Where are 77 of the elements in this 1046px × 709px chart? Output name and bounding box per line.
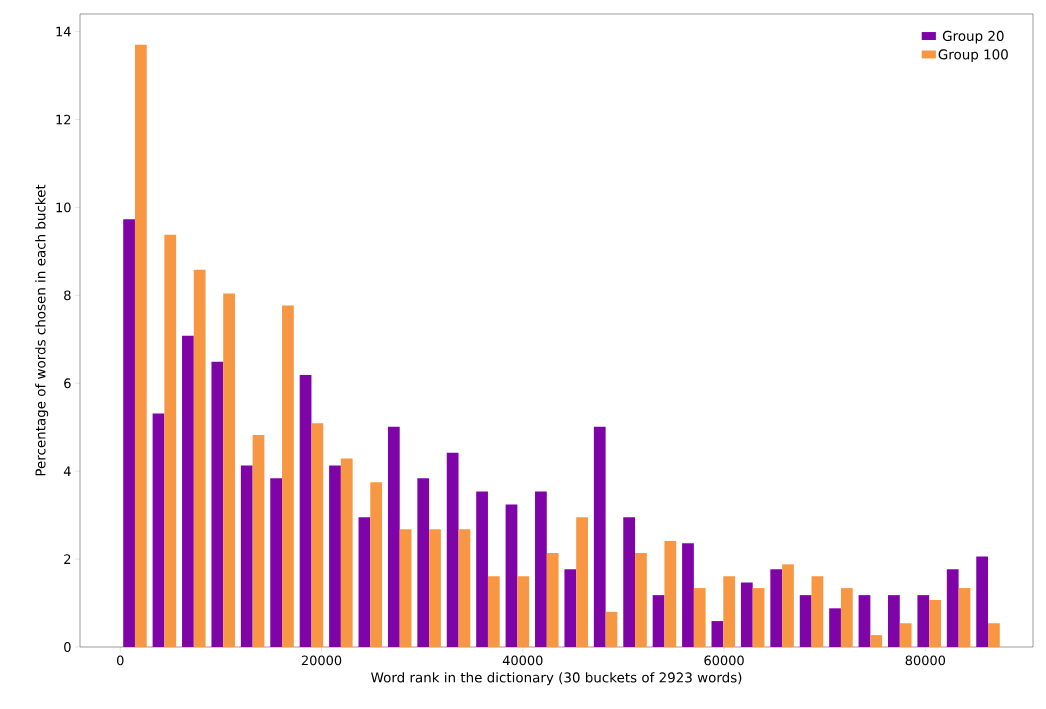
bar (123, 219, 135, 647)
bar (888, 595, 900, 647)
bar (446, 452, 459, 647)
bar (740, 582, 753, 647)
bar (182, 335, 194, 647)
bar (458, 529, 471, 647)
bar (976, 556, 989, 647)
x-tick-label: 0 (116, 655, 124, 666)
x-axis-title: Word rank in the dictionary (30 buckets of 2923 words) (371, 672, 742, 686)
bar (829, 608, 841, 647)
bar (752, 588, 765, 647)
bar (682, 543, 694, 647)
bar (899, 623, 912, 647)
y-tick-label: 8 (64, 290, 71, 301)
bar (988, 623, 1000, 647)
bar (252, 435, 265, 647)
x-tick-label: 80000 (905, 655, 946, 666)
bar (546, 552, 559, 647)
bar (164, 234, 177, 647)
bar (358, 517, 371, 647)
bar (211, 361, 224, 647)
bar (840, 588, 853, 647)
bar (917, 595, 930, 647)
bar (370, 482, 383, 647)
bar (240, 465, 253, 647)
x-tick-label: 60000 (704, 655, 744, 666)
bar (693, 588, 706, 647)
y-tick-label: 10 (56, 202, 71, 213)
bar (958, 588, 971, 647)
bar (311, 423, 324, 647)
y-tick-label: 2 (64, 554, 71, 564)
y-tick-label: 12 (56, 114, 71, 125)
bar (870, 635, 883, 647)
bar (946, 569, 959, 647)
y-tick-label: 14 (56, 26, 71, 37)
bar (340, 458, 353, 647)
bar (487, 576, 500, 647)
bar (535, 491, 547, 647)
bar (664, 541, 677, 647)
x-tick-label: 20000 (301, 655, 342, 666)
bar (429, 529, 441, 647)
bar (270, 478, 283, 647)
bar (623, 517, 636, 647)
bar (711, 621, 724, 647)
bar (282, 305, 294, 647)
bar (417, 478, 430, 647)
bar (605, 611, 618, 647)
y-tick-label: 4 (63, 466, 71, 476)
bar (399, 529, 412, 647)
bar (329, 465, 341, 647)
bar (782, 564, 794, 647)
y-axis-title: Percentage of words chosen in each bucket (35, 184, 49, 476)
legend-label: Group 100 (938, 49, 1008, 63)
bar (799, 595, 812, 647)
bar (929, 599, 941, 647)
bar (223, 293, 235, 647)
bar (387, 426, 400, 647)
bar (811, 576, 824, 647)
bar (299, 374, 312, 647)
bar (152, 413, 165, 647)
bar (476, 491, 488, 647)
bar (635, 552, 647, 647)
y-tick-label: 0 (64, 642, 71, 652)
bar (770, 569, 783, 647)
bar (576, 517, 588, 647)
bar (652, 595, 665, 647)
bar (564, 569, 577, 647)
bar (193, 269, 206, 647)
x-tick-label: 40000 (502, 655, 543, 666)
bar (517, 576, 530, 647)
bar (858, 595, 871, 647)
bar (134, 44, 147, 647)
bar (593, 426, 606, 647)
bar (505, 504, 518, 647)
bar (723, 576, 736, 647)
legend-label: Group 20 (942, 30, 1004, 44)
y-tick-label: 6 (64, 378, 71, 389)
